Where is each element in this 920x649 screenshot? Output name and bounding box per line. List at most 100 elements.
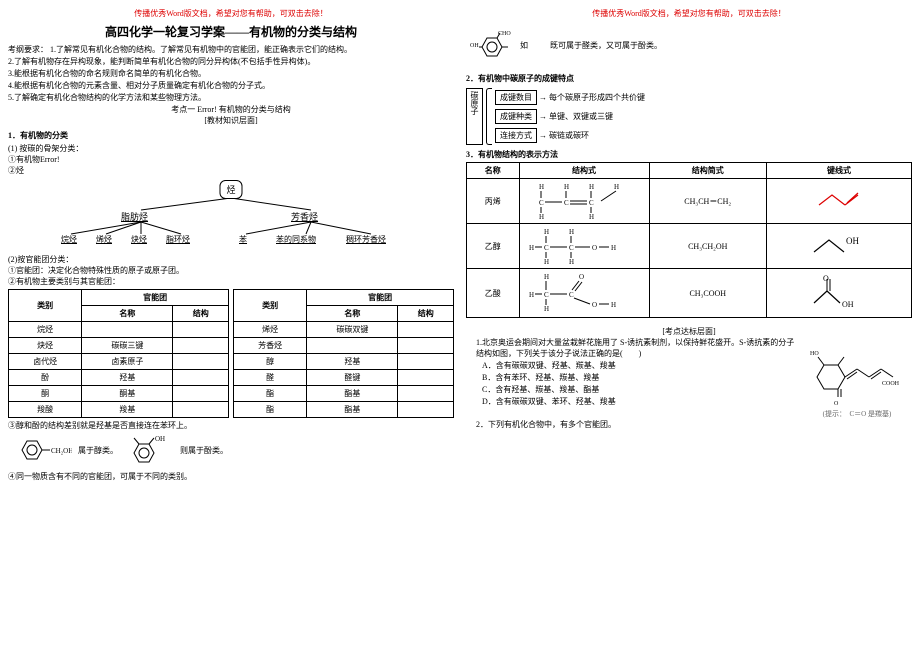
svg-text:H: H [544,228,549,236]
tree-l3-5: 苯的同系物 [276,234,316,245]
note3a: 属于醇类。 [78,446,118,455]
banner: 传播优秀Word版文档，希望对您有帮助，可双击去除！ [8,8,454,19]
svg-text:C: C [564,199,569,207]
bracket-items: 成键数目→每个碳原子形成四个共价键 成键种类→单键、双键或三键 连接方式→碳链或… [495,88,645,145]
tree-l3-1: 烯烃 [96,234,112,245]
main-title: 高四化学一轮复习学案——有机物的分类与结构 [8,23,454,40]
question-1: HO O COOH (提示： C＝O 是羰基) 1.北京奥运会期间对大量盆栽鲜花… [466,337,912,407]
svg-text:CH₂OH: CH₂OH [51,447,72,455]
r1-name: 乙醇 [467,224,520,269]
svg-text:C: C [539,199,544,207]
svg-text:CHO: CHO [498,31,511,37]
functional-group-tables: 类别 官能团 名称 结构 烷烃 炔烃碳碳三键 卤代烃卤素原子 酚羟基 酮酮基 羧… [8,287,454,420]
layer-2: [考点达标层面] [466,326,912,337]
svg-text:H: H [539,183,544,191]
rh-full: 结构式 [519,163,649,179]
r1-line: OH [767,224,912,269]
q1-hint: (提示： C＝O 是羰基) [802,409,912,419]
tree-l3-6: 稠环芳香烃 [346,234,386,245]
lr5s [173,402,229,418]
req-2: 3.能根据有机化合物的命名规则命名简单的有机化合物。 [8,68,454,79]
rr4t: 酯 [234,386,307,402]
rr0t: 烯烃 [234,322,307,338]
svg-text:OH: OH [842,300,854,309]
func-table-right: 类别 官能团 名称 结构 烯烃碳碳双键 芳香烃 醇羟基 醛醛键 酯酯基 酯酯基 [233,289,454,418]
r2-line: O OH [767,269,912,318]
sec1-title: 1．有机物的分类 [8,130,454,141]
th-name: 名称 [82,306,173,322]
note4: ④同一物质含有不同的官能团，可属于不同的类别。 [8,471,454,482]
svg-text:H: H [569,228,574,236]
svg-text:C: C [569,291,574,299]
svg-text:C: C [569,244,574,252]
acetic-line-icon: O OH [809,275,869,309]
req-1: 2.了解有机物存在异构现象，能判断简单有机化合物的同分异构体(不包括手性异构体)… [8,56,454,67]
bi0k: 成键数目 [500,93,532,102]
svg-text:H: H [611,301,616,309]
tree-l3-4: 苯 [239,234,247,245]
svg-text:H: H [544,273,549,281]
func-table-left: 类别 官能团 名称 结构 烷烃 炔烃碳碳三键 卤代烃卤素原子 酚羟基 酮酮基 羧… [8,289,229,418]
hydrocarbon-tree: 烃 脂肪烃 芳香烃 烷烃 烯烃 炔烃 脂环烃 苯 苯的同系物 稠环芳香烃 [51,180,411,250]
svg-text:H: H [544,305,549,313]
svg-text:OH: OH [846,236,859,246]
svg-text:O: O [579,273,584,281]
svg-text:O: O [592,244,597,252]
alcohol-phenol-examples: CH₂OH 属于醇类。 OH 则属于酚类。 [8,431,454,471]
rh-name: 名称 [467,163,520,179]
sec1-1b: ②烃 [8,165,454,176]
lr2t: 卤代烃 [9,354,82,370]
svg-text:O: O [823,275,829,283]
s-aba-molecule: HO O COOH (提示： C＝O 是羰基) [802,337,912,419]
rr0n: 碳碳双键 [307,322,398,338]
lr0s [173,322,229,338]
th-type-r: 类别 [234,290,307,322]
rr3s [398,370,454,386]
lr1t: 炔烃 [9,338,82,354]
lr3s [173,370,229,386]
rr1n [307,338,398,354]
rr3t: 醛 [234,370,307,386]
r0-short: CH₃CH＝CH₂ [649,179,766,224]
svg-text:OH: OH [155,435,165,443]
propene-line-icon [814,190,864,210]
lr1n: 碳碳三键 [82,338,173,354]
lr5n: 羧基 [82,402,173,418]
note3: ③醇和酚的结构差别就是羟基是否直接连在苯环上。 [8,420,454,431]
th-group: 官能团 [82,290,229,306]
svg-text:O: O [592,301,597,309]
left-column: 传播优秀Word版文档，希望对您有帮助，可双击去除！ 高四化学一轮复习学案——有… [8,8,454,482]
svg-text:C: C [589,199,594,207]
tree-l2-right: 芳香烃 [291,210,318,223]
sec1-1: (1) 按碳的骨架分类： [8,143,454,154]
r2-short: CH₃COOH [649,269,766,318]
lr1s [173,338,229,354]
benzyl-alcohol-icon: CH₂OH [12,433,72,469]
lr3n: 羟基 [82,370,173,386]
s-aba-icon: HO O COOH [802,337,912,407]
r0-line [767,179,912,224]
lr2n: 卤素原子 [82,354,173,370]
r1-short: CH₃CH₂OH [649,224,766,269]
req-label: 考纲要求： [8,45,48,54]
rr0s [398,322,454,338]
bracket-brace [486,88,492,145]
acetic-full-icon: HO CC H H OH [529,271,639,315]
rr2t: 醇 [234,354,307,370]
bi0v: 每个碳原子形成四个共价键 [549,93,645,102]
layer-1: [教材知识层面] [8,115,454,126]
req-3: 4.能根据有机化合物的元素含量、相对分子质量确定有机化合物的分子式。 [8,80,454,91]
rr2s [398,354,454,370]
note4-prefix: 如 [520,41,528,50]
bi2v: 碳链或碳环 [549,131,589,140]
requirements: 考纲要求： 1.了解常见有机化合物的结构。了解常见有机物中的官能团，能正确表示它… [8,44,454,103]
lr4t: 酮 [9,386,82,402]
note3b: 则属于酚类。 [180,446,228,455]
svg-text:H: H [544,258,549,266]
tree-root: 烃 [219,180,242,199]
lr0n [82,322,173,338]
th-name-r: 名称 [307,306,398,322]
sec1-2b: ②有机物主要类别与其官能团： [8,276,454,287]
tree-l3-3: 脂环烃 [166,234,190,245]
rr5s [398,402,454,418]
